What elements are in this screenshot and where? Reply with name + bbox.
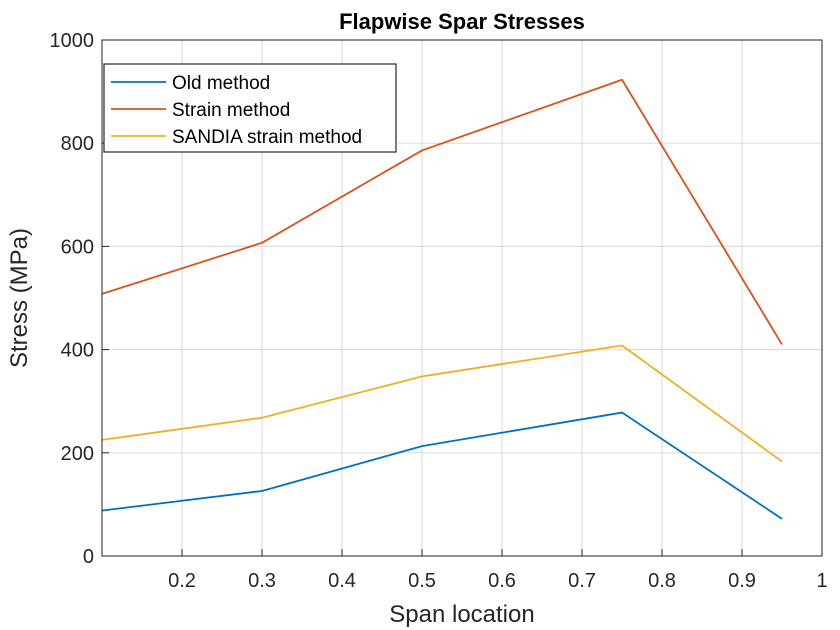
legend-entry: Old method (172, 73, 270, 94)
x-tick-label: 0.4 (328, 570, 356, 592)
x-tick-label: 0.8 (648, 570, 676, 592)
legend: Old method Strain method SANDIA strain met… (103, 63, 397, 153)
y-axis-label: Stress (MPa) (6, 228, 33, 368)
plot-frame (101, 39, 823, 557)
y-tick-label: 200 (61, 443, 94, 465)
x-tick-label: 0.6 (488, 570, 516, 592)
y-tick-label: 600 (61, 236, 94, 258)
x-tick-label: 0.5 (408, 570, 436, 592)
x-tick-label: 0.9 (728, 570, 756, 592)
y-tick-label: 0 (83, 546, 94, 568)
x-axis-label: Span location (389, 601, 534, 628)
x-axis: 0.2 0.3 0.4 0.5 0.6 0.7 0.8 0.9 1 (168, 549, 828, 592)
series-line-2 (101, 78, 783, 345)
legend-entry: SANDIA strain method (172, 127, 362, 148)
legend-box (103, 63, 397, 153)
y-tick-label: 400 (61, 340, 94, 362)
chart-title: Flapwise Spar Stresses (339, 9, 585, 34)
y-tick-label: 800 (61, 133, 94, 155)
x-tick-label: 0.3 (248, 570, 276, 592)
x-tick-label: 0.2 (168, 570, 196, 592)
legend-entry: Strain method (172, 100, 290, 121)
y-axis: 0 200 400 600 800 1000 (50, 30, 109, 568)
series-layer (101, 78, 783, 520)
x-tick-label: 0.7 (568, 570, 596, 592)
y-tick-label: 1000 (50, 30, 95, 52)
x-tick-label: 1 (816, 570, 827, 592)
series-line-1 (101, 411, 783, 520)
series-line-3 (101, 344, 783, 463)
